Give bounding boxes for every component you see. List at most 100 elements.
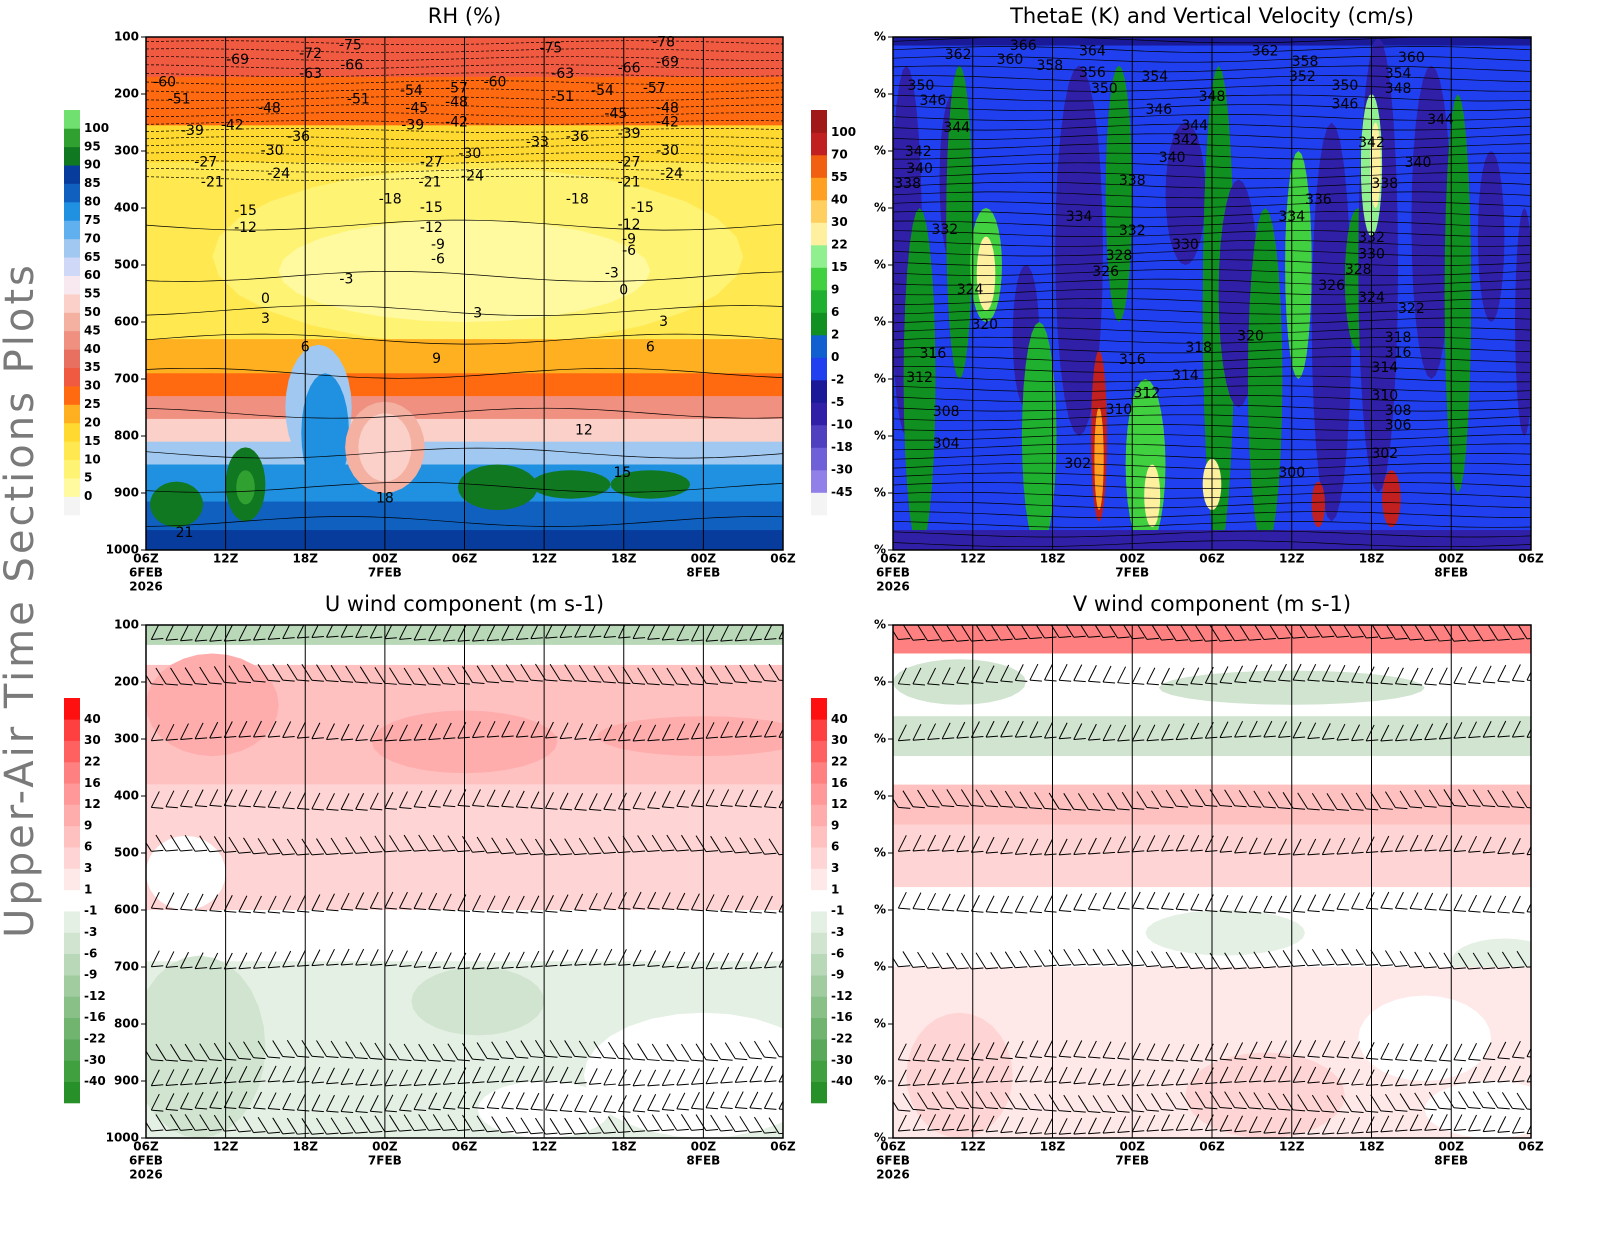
- wind-barb: [1014, 895, 1024, 913]
- wind-barb: [632, 1084, 646, 1087]
- colorbar-label: -16: [831, 1010, 853, 1024]
- wind-barb: [1468, 967, 1481, 970]
- wind-barb: [1004, 951, 1016, 968]
- wind-barb: [691, 737, 704, 740]
- wind-barb: [1292, 838, 1302, 856]
- wind-barb: [1336, 808, 1349, 811]
- wind-barb: [180, 908, 193, 911]
- wind-barb: [735, 639, 748, 642]
- wind-barb: [428, 1092, 438, 1109]
- wind-barb: [574, 1094, 584, 1112]
- wind-barb: [1511, 720, 1521, 738]
- wind-barb: [1014, 664, 1024, 681]
- wind-barb: [1336, 1110, 1349, 1113]
- wind-barb: [1234, 1042, 1244, 1059]
- wind-barb: [1253, 1092, 1265, 1109]
- wind-barb: [399, 739, 412, 742]
- wind-barb: [472, 789, 481, 806]
- wind-barb: [1512, 852, 1525, 855]
- shading: [150, 481, 204, 528]
- wind-barb: [311, 1094, 321, 1111]
- wind-barb: [1322, 1132, 1335, 1135]
- wind-barb: [971, 681, 984, 684]
- wind-barb: [413, 790, 423, 808]
- wind-barb: [1293, 736, 1306, 739]
- wind-barb: [516, 1056, 529, 1059]
- wind-barb: [1219, 736, 1233, 739]
- wind-barb: [487, 1057, 500, 1060]
- y-tick-label: %: [874, 732, 886, 746]
- wind-barb: [457, 682, 470, 685]
- wind-barb: [1438, 834, 1448, 852]
- wind-barb: [515, 895, 525, 913]
- wind-barb: [1175, 667, 1185, 685]
- wind-barb: [1424, 723, 1434, 740]
- wind-barb: [151, 1084, 164, 1087]
- wind-barb: [472, 639, 485, 642]
- wind-barb: [505, 1116, 517, 1134]
- wind-barb: [1248, 895, 1258, 913]
- wind-barb: [1000, 1065, 1010, 1083]
- wind-barb: [749, 789, 759, 807]
- wind-barb: [340, 948, 350, 966]
- colorbar-label: -9: [84, 968, 97, 982]
- wind-barb: [1190, 667, 1200, 684]
- wind-barb: [986, 681, 999, 684]
- wind-barb: [1351, 908, 1364, 911]
- wind-barb: [472, 1081, 485, 1084]
- wind-barb: [165, 1129, 178, 1132]
- wind-barb: [1108, 625, 1119, 639]
- wind-barb: [1468, 721, 1477, 738]
- wind-barb: [326, 635, 339, 638]
- contour-label: 340: [1159, 150, 1186, 166]
- wind-barb: [1015, 1108, 1028, 1111]
- wind-barb: [311, 910, 324, 913]
- wind-barb: [1351, 1131, 1364, 1134]
- contour-line: [146, 48, 783, 54]
- wind-barb: [734, 789, 744, 806]
- wind-barb: [151, 907, 164, 910]
- shading: [1094, 407, 1104, 511]
- wind-barb: [530, 853, 543, 856]
- wind-barb: [1253, 790, 1265, 808]
- wind-barb: [971, 1129, 984, 1132]
- x-tick-label: 12Z: [531, 552, 557, 566]
- wind-barb: [705, 736, 719, 739]
- wind-barb: [1322, 808, 1335, 811]
- colorbar-box: [811, 312, 827, 336]
- wind-barb: [1117, 808, 1130, 811]
- wind-barb: [662, 907, 675, 910]
- wind-barb: [705, 682, 719, 685]
- wind-barb: [432, 834, 444, 852]
- shading: [1382, 470, 1401, 528]
- y-tick-label: 900: [114, 486, 139, 500]
- wind-barb: [912, 908, 925, 911]
- wind-barb: [267, 951, 277, 968]
- wind-barb: [912, 849, 925, 852]
- wind-barb: [618, 1084, 631, 1087]
- wind-barb: [749, 720, 759, 738]
- wind-barb: [428, 966, 441, 969]
- y-tick-label: 400: [114, 789, 139, 803]
- wind-barb: [1394, 1069, 1404, 1087]
- wind-barb: [560, 636, 573, 639]
- wind-barb: [1395, 1129, 1408, 1132]
- wind-barb: [763, 1092, 773, 1109]
- wind-barb: [559, 625, 567, 638]
- wind-barb: [355, 1131, 368, 1134]
- wind-barb: [647, 891, 657, 909]
- wind-barb: [941, 667, 951, 684]
- wind-barb: [1102, 1068, 1112, 1086]
- colorbar-label: 22: [84, 754, 101, 768]
- wind-barb: [763, 625, 773, 640]
- contour-label: 338: [1119, 173, 1146, 189]
- wind-barb: [272, 1040, 284, 1057]
- wind-barb: [472, 967, 485, 970]
- wind-barb: [897, 891, 907, 909]
- wind-barb: [1092, 948, 1104, 966]
- colorbar-label: 6: [831, 305, 839, 319]
- wind-barb: [1410, 738, 1423, 741]
- wind-barb: [238, 639, 251, 642]
- wind-barb: [560, 1055, 573, 1058]
